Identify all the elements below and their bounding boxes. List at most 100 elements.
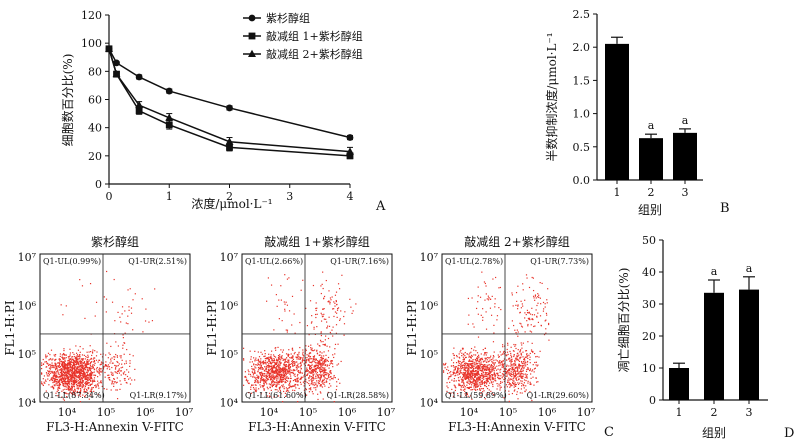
flow-dot <box>524 356 526 358</box>
flow-dot <box>516 329 518 331</box>
flow-dot <box>534 361 536 364</box>
flow-dot <box>535 309 537 311</box>
flow-dot <box>529 381 531 383</box>
flow-dot <box>462 354 464 356</box>
flow-dot <box>296 354 298 356</box>
flow-dot <box>485 372 487 374</box>
flow-dot <box>529 391 531 393</box>
flow-dot <box>76 385 78 387</box>
flow-dot <box>544 303 546 305</box>
flow-dot <box>322 398 324 400</box>
flow-dot <box>320 369 322 371</box>
flow-dot <box>81 285 84 287</box>
flow-dot <box>324 385 326 387</box>
flow-dot <box>67 360 69 362</box>
flow-dot <box>67 385 70 388</box>
flow-dot <box>71 386 74 388</box>
flow-dot <box>257 362 259 364</box>
flow-dot <box>511 375 513 378</box>
flow-dot <box>534 299 536 301</box>
flow-dot <box>273 361 275 363</box>
flow-dot <box>88 379 90 381</box>
flow-dot <box>453 371 455 373</box>
panel-b-x-axis-label: 组别 <box>638 203 662 217</box>
flow-dot <box>259 372 262 374</box>
flow-dot <box>312 371 314 373</box>
flow-dot <box>87 362 89 364</box>
flow-dot <box>511 392 514 395</box>
flow-dot <box>503 368 505 370</box>
flow-dot <box>452 395 455 397</box>
flow-dot <box>502 365 504 368</box>
flow-dot <box>505 375 507 377</box>
flow-dot <box>482 372 484 374</box>
flow-dot <box>264 350 266 352</box>
flow-dot <box>80 369 82 371</box>
flow-dot <box>491 358 493 361</box>
flow-dot <box>471 389 473 391</box>
flow-dot <box>333 374 335 377</box>
flow-dot <box>288 386 291 389</box>
flow-dot <box>59 366 61 368</box>
flow-dot <box>88 398 90 400</box>
flow-dot <box>529 319 531 321</box>
flow-dot <box>491 376 493 378</box>
flow-dot <box>470 378 472 380</box>
flow-dot <box>468 373 471 375</box>
flow-dot <box>477 383 479 385</box>
flow-dot <box>483 390 485 392</box>
flow-dot <box>334 377 336 379</box>
flow-dot <box>273 355 275 357</box>
flow-dot <box>87 388 89 390</box>
flow-dot <box>293 368 295 371</box>
flow-dot <box>258 356 261 358</box>
panel-a-series-1 <box>105 45 354 141</box>
flow-dot <box>49 354 51 356</box>
flow-dot <box>270 355 272 358</box>
flow-dot <box>322 362 324 365</box>
flow-dot <box>525 350 528 352</box>
flow-dot <box>60 374 62 376</box>
flow-dot <box>453 380 455 382</box>
flow-dot <box>73 353 75 356</box>
flow-dot <box>60 360 62 363</box>
flow-dot <box>313 366 315 368</box>
flow-dot <box>129 365 131 367</box>
flow-dot <box>325 360 327 362</box>
flow-dot <box>282 401 284 403</box>
flow-dot <box>520 388 522 390</box>
flow-dot <box>513 384 515 386</box>
flow-dot <box>290 386 292 388</box>
flow-dot <box>276 358 278 360</box>
flow-dot <box>530 349 533 351</box>
flow-dot <box>119 380 121 382</box>
flow-dot <box>280 362 282 364</box>
flow-dot <box>89 369 92 372</box>
flow-dot <box>321 283 323 285</box>
flow-dot <box>523 382 526 384</box>
flow-dot <box>517 335 519 337</box>
flow-dot <box>95 385 97 387</box>
series-line <box>108 48 351 139</box>
flow-dot <box>59 355 61 357</box>
flow-dot <box>445 362 447 365</box>
series-marker-square <box>165 121 173 129</box>
flow-dot <box>536 304 538 307</box>
flow-dot <box>321 363 323 365</box>
flow-dot <box>489 374 491 376</box>
flow-dot <box>56 376 58 378</box>
flow-dot <box>89 390 91 393</box>
flow-dot <box>450 365 452 367</box>
flow-dot <box>297 355 299 357</box>
flow-dot <box>279 380 281 383</box>
flow-dot <box>533 371 535 373</box>
flow-dot <box>450 371 452 373</box>
panel-d-y-tick-label: 50 <box>642 234 656 247</box>
flow-dot <box>491 375 494 377</box>
series-marker-circle <box>248 14 256 22</box>
flow-dot <box>319 370 321 372</box>
flow-dot <box>510 354 512 356</box>
flow-dot <box>286 389 288 391</box>
flow-dot <box>291 357 294 359</box>
